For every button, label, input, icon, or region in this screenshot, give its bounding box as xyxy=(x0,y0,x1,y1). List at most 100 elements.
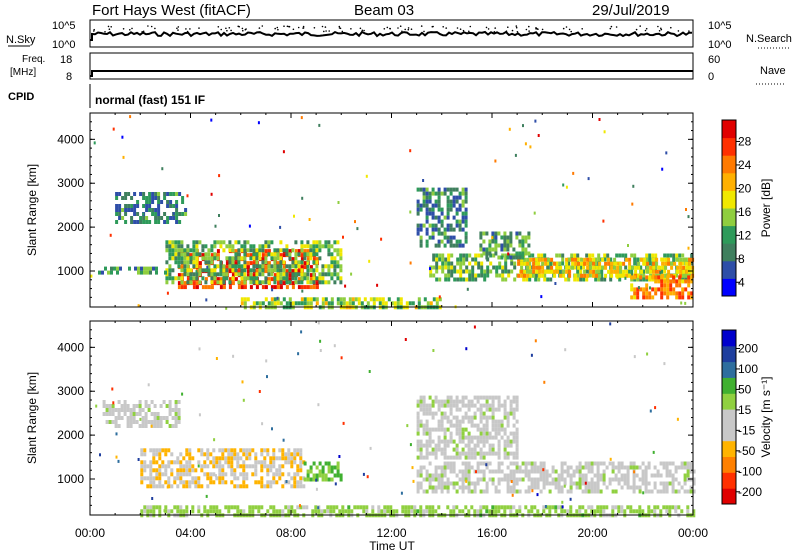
echo-cell xyxy=(330,260,334,265)
echo-cell xyxy=(676,257,680,262)
nsky-scatter-dot xyxy=(535,28,537,30)
nsky-scatter-dot xyxy=(297,26,300,29)
echo-cell xyxy=(562,269,566,274)
echo-cell xyxy=(176,476,180,481)
echo-cell xyxy=(136,200,140,204)
echo-cell xyxy=(467,403,471,408)
echo-cell xyxy=(143,452,147,457)
echo-cell xyxy=(206,452,210,457)
echo-cell xyxy=(446,415,450,420)
nsky-scatter-dot xyxy=(410,28,413,31)
echo-cell xyxy=(482,247,486,252)
echo-cell xyxy=(431,447,435,452)
echo-cell xyxy=(207,252,211,257)
echo-cell xyxy=(390,301,394,306)
echo-cell xyxy=(137,304,140,308)
echo-cell xyxy=(242,509,246,514)
echo-cell xyxy=(577,265,581,270)
nsky-scatter-dot xyxy=(688,30,690,32)
echo-cell xyxy=(467,481,471,486)
echo-cell xyxy=(686,473,690,478)
echo-cell xyxy=(485,431,489,436)
echo-cell xyxy=(245,456,249,461)
echo-cell xyxy=(155,452,159,457)
echo-cell xyxy=(501,277,505,282)
echo-cell xyxy=(197,464,200,468)
echo-cell xyxy=(575,509,579,514)
echo-cell xyxy=(225,261,229,266)
nsky-scatter-dot xyxy=(363,29,365,32)
echo-cell xyxy=(124,212,128,216)
echo-cell xyxy=(509,407,513,412)
echo-cell xyxy=(198,252,202,257)
echo-cell xyxy=(540,295,543,299)
echo-cell xyxy=(357,297,361,302)
echo-cell xyxy=(189,248,193,253)
echo-cell xyxy=(168,424,172,428)
echo-cell xyxy=(341,505,345,510)
echo-cell xyxy=(327,280,331,285)
echo-cell xyxy=(440,411,444,416)
echo-cell xyxy=(425,477,429,482)
echo-cell xyxy=(137,270,140,275)
echo-cell xyxy=(273,276,277,281)
echo-cell xyxy=(685,273,689,278)
echo-cell xyxy=(632,184,635,188)
echo-cell xyxy=(255,272,259,277)
echo-cell xyxy=(183,281,187,286)
echo-cell xyxy=(294,240,298,245)
echo-cell xyxy=(257,480,261,485)
echo-cell xyxy=(434,427,438,432)
echo-cell xyxy=(318,276,322,281)
echo-cell xyxy=(231,244,235,249)
echo-cell xyxy=(443,473,447,478)
echo-cell xyxy=(197,505,201,510)
echo-cell xyxy=(207,260,211,265)
echo-cell xyxy=(461,227,465,232)
echo-cell xyxy=(692,509,696,514)
echo-cell xyxy=(428,211,432,216)
echo-cell xyxy=(500,403,504,408)
echo-cell xyxy=(121,216,125,220)
echo-cell xyxy=(188,472,192,477)
echo-cell xyxy=(230,468,234,473)
echo-cell xyxy=(158,452,162,457)
echo-cell xyxy=(146,266,149,271)
echo-cell xyxy=(485,231,489,236)
echo-cell xyxy=(665,151,668,155)
echo-cell xyxy=(252,301,256,306)
echo-cell xyxy=(561,505,564,509)
echo-cell xyxy=(677,481,681,486)
echo-cell xyxy=(272,472,276,477)
echo-cell xyxy=(476,423,480,428)
echo-cell xyxy=(437,215,441,220)
echo-cell xyxy=(315,264,319,269)
echo-cell xyxy=(221,476,225,481)
echo-cell xyxy=(279,256,283,261)
echo-cell xyxy=(681,253,685,258)
echo-cell xyxy=(261,253,265,258)
echo-cell xyxy=(321,469,325,474)
echo-cell xyxy=(225,265,229,270)
echo-cell xyxy=(560,461,564,466)
echo-cell xyxy=(551,465,555,470)
echo-cell xyxy=(266,484,270,489)
echo-cell xyxy=(243,272,247,277)
echo-cell xyxy=(440,403,444,408)
nsky-scatter-dot xyxy=(110,26,112,28)
echo-cell xyxy=(522,124,524,128)
echo-cell xyxy=(450,273,454,278)
echo-cell xyxy=(404,509,408,514)
echo-cell xyxy=(330,252,334,257)
echo-cell xyxy=(141,416,145,420)
echo-cell xyxy=(151,497,154,500)
echo-cell xyxy=(215,505,219,510)
echo-cell xyxy=(201,248,205,253)
echo-cell xyxy=(240,264,244,269)
echo-cell xyxy=(455,419,459,424)
echo-cell xyxy=(431,191,435,196)
echo-cell xyxy=(443,227,447,232)
nsky-scatter-dot xyxy=(397,27,399,29)
echo-cell xyxy=(234,256,238,261)
echo-cell xyxy=(270,277,274,282)
